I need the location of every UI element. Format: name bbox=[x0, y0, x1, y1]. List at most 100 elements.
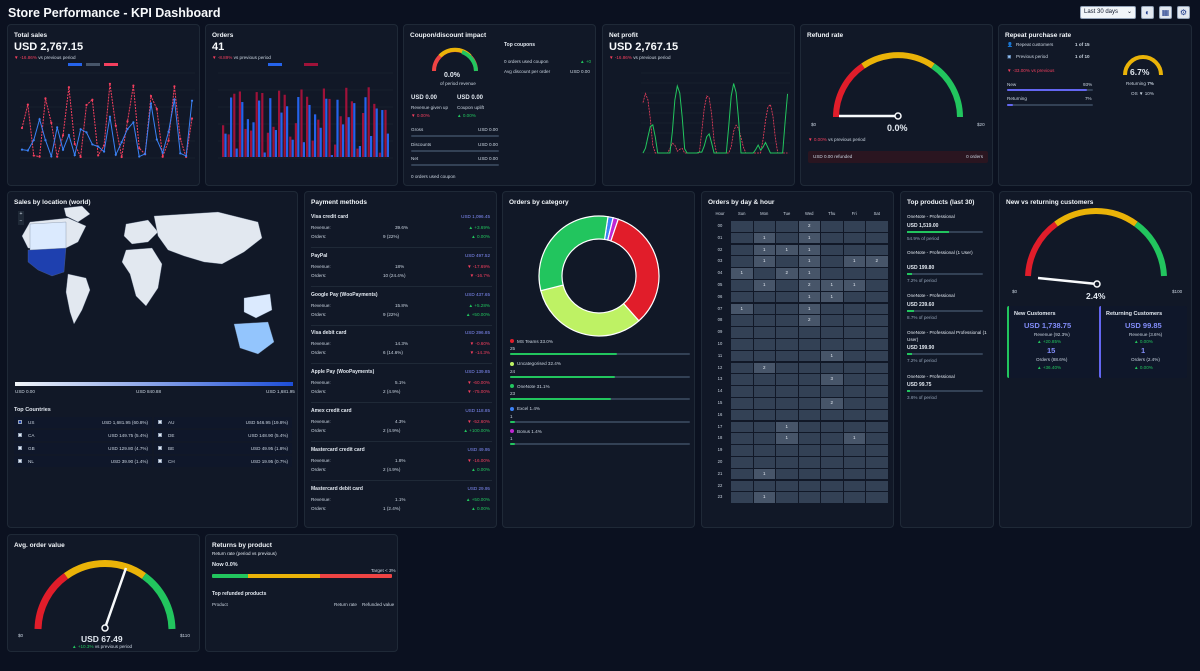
heatmap-cell[interactable]: 2 bbox=[798, 221, 820, 232]
heatmap-cell[interactable]: 2 bbox=[776, 268, 798, 279]
heatmap-cell[interactable] bbox=[731, 339, 753, 350]
heatmap-cell[interactable] bbox=[821, 421, 843, 433]
heatmap-cell[interactable] bbox=[776, 468, 798, 480]
heatmap-cell[interactable] bbox=[866, 409, 888, 421]
heatmap-cell[interactable]: 1 bbox=[843, 256, 865, 267]
zoom-controls[interactable]: + − bbox=[18, 211, 24, 225]
heatmap-cell[interactable] bbox=[798, 339, 820, 350]
heatmap-cell[interactable] bbox=[798, 386, 820, 397]
heatmap-cell[interactable] bbox=[866, 303, 888, 315]
heatmap-cell[interactable] bbox=[821, 232, 843, 244]
heatmap-cell[interactable] bbox=[821, 433, 843, 444]
heatmap-cell[interactable]: 1 bbox=[798, 303, 820, 315]
heatmap-cell[interactable] bbox=[776, 457, 798, 468]
heatmap-cell[interactable] bbox=[843, 421, 865, 433]
heatmap-cell[interactable] bbox=[798, 468, 820, 480]
heatmap-cell[interactable] bbox=[776, 221, 798, 232]
heatmap-cell[interactable] bbox=[843, 339, 865, 350]
theme-toggle-icon[interactable]: ◐ bbox=[1141, 6, 1154, 19]
heatmap-cell[interactable] bbox=[776, 362, 798, 374]
heatmap-cell[interactable] bbox=[731, 468, 753, 480]
heatmap-cell[interactable] bbox=[776, 480, 798, 492]
heatmap-cell[interactable] bbox=[731, 421, 753, 433]
heatmap-cell[interactable] bbox=[866, 433, 888, 444]
heatmap-cell[interactable]: 3 bbox=[821, 374, 843, 385]
heatmap-cell[interactable] bbox=[731, 409, 753, 421]
heatmap-cell[interactable] bbox=[798, 362, 820, 374]
heatmap-cell[interactable]: 1 bbox=[798, 291, 820, 303]
heatmap-cell[interactable] bbox=[866, 327, 888, 338]
heatmap-cell[interactable]: 2 bbox=[866, 256, 888, 267]
heatmap-cell[interactable] bbox=[776, 339, 798, 350]
donut-slice[interactable] bbox=[538, 215, 609, 292]
heatmap-cell[interactable] bbox=[821, 445, 843, 456]
heatmap-cell[interactable]: 1 bbox=[798, 268, 820, 279]
heatmap-cell[interactable] bbox=[843, 350, 865, 362]
heatmap-cell[interactable] bbox=[798, 327, 820, 338]
heatmap-cell[interactable] bbox=[843, 291, 865, 303]
heatmap-cell[interactable] bbox=[753, 433, 775, 444]
heatmap-cell[interactable] bbox=[731, 386, 753, 397]
heatmap-cell[interactable] bbox=[843, 492, 865, 503]
heatmap-cell[interactable]: 1 bbox=[753, 468, 775, 480]
heatmap-cell[interactable] bbox=[843, 398, 865, 409]
heatmap-cell[interactable] bbox=[753, 374, 775, 385]
heatmap-cell[interactable] bbox=[821, 362, 843, 374]
heatmap-cell[interactable] bbox=[753, 386, 775, 397]
heatmap-cell[interactable] bbox=[866, 445, 888, 456]
heatmap-cell[interactable] bbox=[821, 409, 843, 421]
heatmap-cell[interactable] bbox=[843, 362, 865, 374]
heatmap-cell[interactable] bbox=[731, 350, 753, 362]
heatmap-cell[interactable] bbox=[798, 398, 820, 409]
heatmap-cell[interactable]: 1 bbox=[798, 256, 820, 267]
heatmap-cell[interactable] bbox=[753, 398, 775, 409]
heatmap-cell[interactable] bbox=[843, 409, 865, 421]
heatmap-cell[interactable] bbox=[731, 244, 753, 256]
heatmap-cell[interactable] bbox=[866, 374, 888, 385]
heatmap-cell[interactable]: 1 bbox=[731, 268, 753, 279]
heatmap-cell[interactable] bbox=[866, 244, 888, 256]
heatmap-cell[interactable] bbox=[843, 268, 865, 279]
heatmap-cell[interactable]: 1 bbox=[798, 244, 820, 256]
heatmap-cell[interactable] bbox=[843, 457, 865, 468]
heatmap-cell[interactable]: 1 bbox=[821, 291, 843, 303]
heatmap-cell[interactable] bbox=[731, 327, 753, 338]
heatmap-cell[interactable] bbox=[843, 468, 865, 480]
heatmap-cell[interactable]: 1 bbox=[821, 280, 843, 291]
heatmap-cell[interactable] bbox=[776, 445, 798, 456]
heatmap-cell[interactable] bbox=[776, 280, 798, 291]
heatmap-cell[interactable] bbox=[731, 457, 753, 468]
heatmap-cell[interactable] bbox=[776, 303, 798, 315]
date-range-select[interactable]: Last 30 days ⌄ bbox=[1080, 6, 1136, 19]
heatmap-cell[interactable] bbox=[843, 244, 865, 256]
heatmap-cell[interactable] bbox=[821, 492, 843, 503]
heatmap-cell[interactable] bbox=[798, 409, 820, 421]
heatmap-cell[interactable] bbox=[843, 232, 865, 244]
heatmap-cell[interactable] bbox=[731, 315, 753, 326]
heatmap-cell[interactable] bbox=[776, 291, 798, 303]
heatmap-cell[interactable] bbox=[843, 480, 865, 492]
heatmap-cell[interactable]: 1 bbox=[798, 232, 820, 244]
heatmap-cell[interactable] bbox=[753, 315, 775, 326]
heatmap-cell[interactable] bbox=[753, 445, 775, 456]
heatmap-cell[interactable] bbox=[753, 421, 775, 433]
heatmap-cell[interactable] bbox=[731, 280, 753, 291]
heatmap-cell[interactable] bbox=[843, 303, 865, 315]
heatmap-cell[interactable] bbox=[821, 386, 843, 397]
heatmap-cell[interactable] bbox=[798, 457, 820, 468]
heatmap-cell[interactable] bbox=[821, 256, 843, 267]
heatmap-cell[interactable] bbox=[866, 291, 888, 303]
heatmap-cell[interactable] bbox=[753, 480, 775, 492]
heatmap-cell[interactable] bbox=[821, 339, 843, 350]
heatmap-cell[interactable] bbox=[866, 468, 888, 480]
heatmap-cell[interactable] bbox=[776, 398, 798, 409]
heatmap-cell[interactable]: 1 bbox=[753, 232, 775, 244]
region-oceania[interactable] bbox=[243, 293, 273, 319]
heatmap-cell[interactable]: 1 bbox=[776, 433, 798, 444]
heatmap-cell[interactable] bbox=[731, 374, 753, 385]
region-africa[interactable] bbox=[121, 247, 163, 307]
region-greenland[interactable] bbox=[63, 205, 91, 223]
heatmap-cell[interactable] bbox=[821, 480, 843, 492]
heatmap-cell[interactable] bbox=[821, 244, 843, 256]
heatmap-cell[interactable] bbox=[843, 315, 865, 326]
